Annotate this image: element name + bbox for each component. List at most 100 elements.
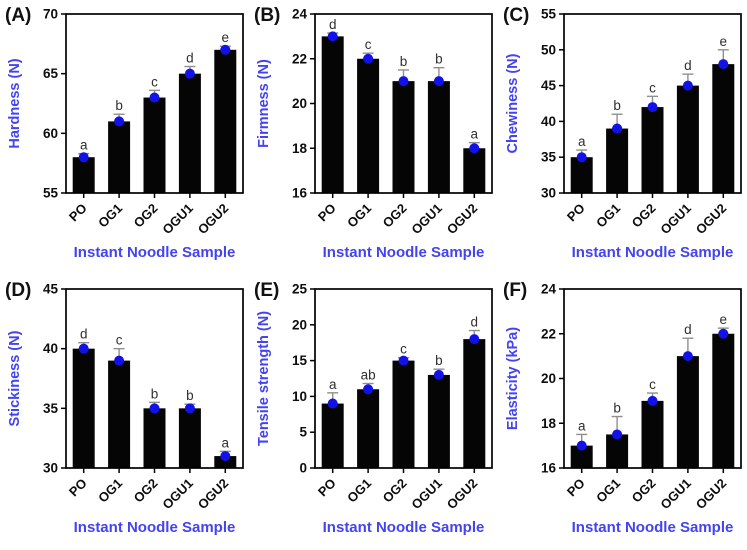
x-tick-label: PO [66, 201, 90, 225]
significance-letter: b [115, 98, 123, 113]
x-tick-label: OGU2 [693, 201, 730, 238]
x-tick-label: PO [66, 476, 90, 500]
significance-letter: c [649, 377, 656, 392]
y-tick-label: 55 [43, 186, 59, 201]
y-tick-label: 20 [541, 371, 556, 386]
panel-chewiness: (C) 30 35 40 45 50 55 PO OG1 OG2 OGU1 OGU2 a b c d e Che… [498, 0, 747, 275]
x-tick-label: OGU1 [159, 201, 196, 238]
bar-OG1 [357, 389, 380, 468]
data-point-dot [433, 369, 444, 380]
panel-hardness: (A) 55 60 65 70 PO OG1 OG2 OGU1 OGU2 a b c d e Hardnes… [0, 0, 249, 275]
y-tick-label: 22 [541, 326, 556, 341]
significance-letter: e [222, 30, 230, 45]
significance-letter: d [684, 322, 692, 337]
bar-OGU2 [214, 456, 237, 468]
x-tick-label: OG2 [380, 476, 410, 506]
significance-letter: d [471, 315, 479, 330]
y-tick-label: 70 [43, 7, 58, 22]
x-tick-label: OG2 [629, 201, 659, 231]
x-tick-label: OGU1 [657, 201, 694, 238]
x-tick-label: PO [564, 201, 588, 225]
y-tick-label: 5 [299, 425, 307, 440]
bar-OG1 [108, 360, 131, 468]
y-tick-label: 0 [299, 461, 307, 476]
bar-OG1 [357, 58, 380, 193]
bar-OG1 [606, 434, 629, 468]
significance-letter: c [151, 74, 158, 89]
y-tick-label: 25 [292, 282, 308, 297]
panel-label-e: (E) [254, 280, 280, 301]
y-tick-label: 18 [541, 416, 557, 431]
data-point-dot [78, 152, 89, 163]
y-tick-label: 35 [43, 401, 59, 416]
bar-OG2 [392, 360, 415, 468]
significance-letter: b [151, 386, 159, 401]
y-tick-label: 30 [541, 186, 556, 201]
significance-letter: c [365, 37, 372, 52]
bar-OG1 [108, 121, 131, 193]
bar-OG2 [143, 408, 166, 468]
data-point-dot [718, 59, 729, 70]
data-point-dot [682, 351, 693, 362]
x-tick-label: OGU2 [444, 476, 481, 513]
significance-letter: c [116, 333, 123, 348]
data-point-dot [149, 92, 160, 103]
significance-letter: b [400, 54, 408, 69]
panel-firmness: (B) 16 18 20 22 24 PO OG1 OG2 OGU1 OGU2 d c b b a Firmn… [249, 0, 498, 275]
y-tick-label: 50 [541, 42, 556, 57]
significance-letter: b [435, 353, 443, 368]
x-tick-label: OG1 [95, 476, 125, 506]
significance-letter: c [649, 80, 656, 95]
x-tick-label: PO [315, 476, 339, 500]
bar-OG2 [143, 97, 166, 193]
data-point-dot [327, 398, 338, 409]
bar-OGU1 [178, 73, 201, 193]
y-tick-label: 22 [292, 51, 307, 66]
x-tick-label: OGU1 [657, 476, 694, 513]
x-tick-label: OGU1 [408, 201, 445, 238]
y-tick-label: 16 [292, 186, 308, 201]
y-tick-label: 45 [541, 78, 557, 93]
y-axis-title: Hardness (N) [7, 58, 23, 148]
x-tick-label: OGU2 [195, 476, 232, 513]
x-tick-label: PO [564, 476, 588, 500]
data-point-dot [718, 328, 729, 339]
data-point-dot [184, 403, 195, 414]
y-tick-label: 16 [541, 461, 557, 476]
bar-OGU2 [463, 339, 486, 468]
significance-letter: b [435, 52, 443, 67]
data-point-dot [576, 440, 587, 451]
data-point-dot [220, 44, 231, 55]
data-point-dot [576, 152, 587, 163]
x-tick-label: OG2 [131, 476, 161, 506]
bar-OGU2 [214, 49, 237, 193]
significance-letter: a [578, 418, 586, 433]
bar-OGU1 [676, 356, 699, 468]
data-point-dot [327, 31, 338, 42]
significance-letter: a [80, 138, 88, 153]
data-point-dot [433, 76, 444, 87]
bar-OG2 [641, 107, 664, 193]
significance-letter: d [80, 327, 88, 342]
significance-letter: ab [361, 368, 376, 383]
x-axis-title: Instant Noodle Sample [323, 519, 485, 536]
bar-OG2 [392, 81, 415, 193]
bar-OG2 [641, 400, 664, 468]
y-tick-label: 55 [541, 7, 557, 22]
y-tick-label: 30 [43, 461, 58, 476]
panel-elasticity: (F) 16 18 20 22 24 PO OG1 OG2 OGU1 OGU2 a b c d e Elast… [498, 275, 747, 550]
x-axis-title: Instant Noodle Sample [572, 519, 734, 536]
panel-label-f: (F) [503, 280, 528, 301]
bar-OGU1 [427, 374, 450, 468]
x-tick-label: OGU2 [693, 476, 730, 513]
data-point-dot [682, 80, 693, 91]
significance-letter: e [720, 34, 728, 49]
y-axis-title: Elasticity (kPa) [505, 327, 521, 430]
significance-letter: b [186, 388, 194, 403]
x-tick-label: OGU2 [195, 201, 232, 238]
